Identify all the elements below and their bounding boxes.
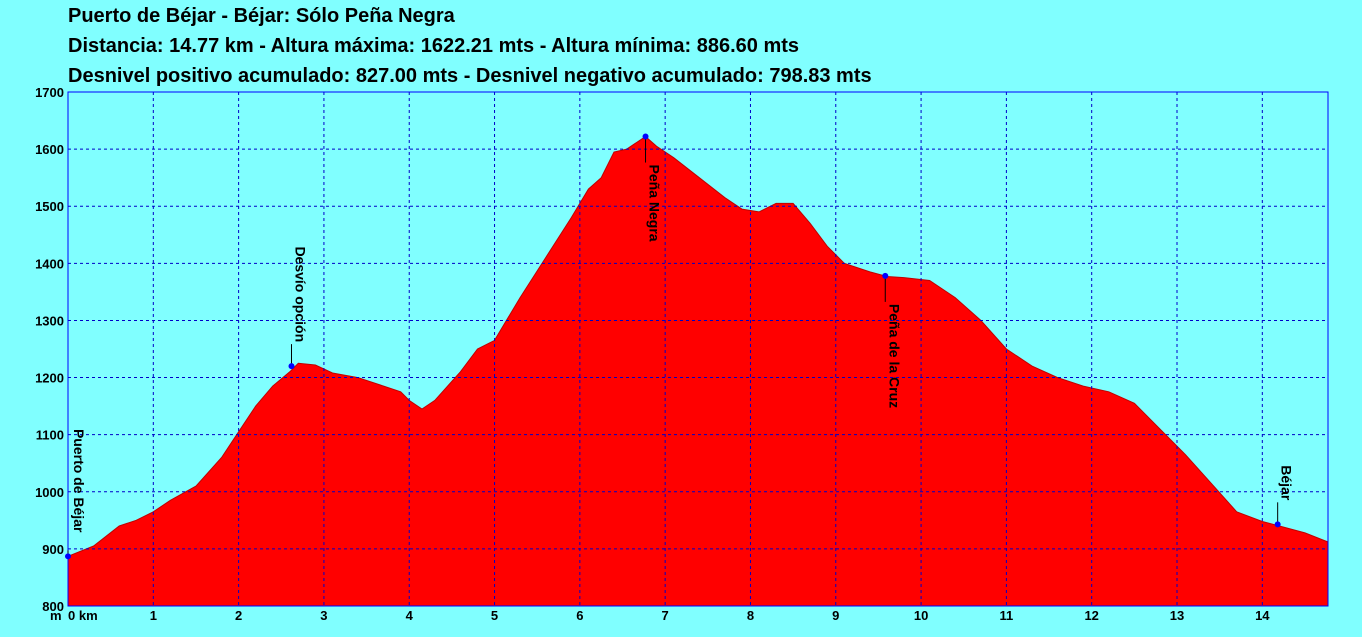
waypoint: Peña de la Cruz — [882, 272, 902, 408]
waypoint-label: Peña de la Cruz — [886, 304, 902, 408]
stats-distance-altitude: Distancia: 14.77 km - Altura máxima: 162… — [68, 35, 800, 57]
plot-frame — [67, 91, 1329, 607]
waypoint: Béjar — [1274, 465, 1295, 528]
waypoint-marker — [288, 363, 295, 370]
x-tick-label: 8 — [747, 608, 754, 623]
x-tick-label: 13 — [1170, 608, 1184, 623]
y-tick-label: 1700 — [35, 85, 64, 100]
y-tick-label: 1100 — [36, 428, 64, 443]
y-tick-label: 1600 — [35, 142, 64, 157]
waypoint-label: Desvío opción — [293, 246, 309, 342]
waypoint-marker — [642, 133, 649, 140]
x-tick-label: 10 — [914, 608, 928, 623]
waypoint: Peña Negra — [642, 133, 663, 242]
y-tick-label: 900 — [42, 542, 64, 557]
chart-title: Puerto de Béjar - Béjar: Sólo Peña Negra — [68, 5, 455, 27]
x-tick-label: 0 km — [68, 608, 98, 623]
x-tick-label: 14 — [1255, 608, 1270, 623]
x-tick-label: 7 — [662, 608, 669, 623]
x-tick-label: 1 — [150, 608, 157, 623]
x-tick-label: 12 — [1084, 608, 1098, 623]
waypoint-label: Peña Negra — [647, 165, 663, 242]
stats-elevation-gain: Desnivel positivo acumulado: 827.00 mts … — [68, 65, 872, 87]
waypoint-marker — [882, 272, 889, 279]
y-tick-label: 1400 — [35, 256, 64, 271]
y-tick-label: 800 — [42, 599, 64, 614]
x-tick-label: 6 — [576, 608, 583, 623]
x-tick-label: 2 — [235, 608, 242, 623]
waypoint: Puerto de Béjar — [65, 429, 87, 560]
y-tick-label: 1200 — [35, 371, 64, 386]
waypoint-marker — [1274, 521, 1281, 528]
y-tick-label: 1000 — [35, 485, 64, 500]
x-tick-label: 3 — [320, 608, 327, 623]
y-unit-label: m — [50, 608, 62, 623]
waypoint-label: Puerto de Béjar — [71, 429, 87, 533]
x-tick-label: 4 — [406, 608, 414, 623]
x-tick-label: 11 — [1000, 608, 1014, 623]
waypoint-label: Béjar — [1279, 465, 1295, 501]
waypoint: Desvío opción — [288, 246, 309, 370]
elevation-area — [67, 135, 1329, 607]
y-tick-label: 1300 — [35, 313, 64, 328]
x-tick-label: 9 — [832, 608, 839, 623]
y-tick-label: 1500 — [35, 199, 64, 214]
x-tick-label: 5 — [491, 608, 498, 623]
waypoint-marker — [65, 553, 71, 560]
